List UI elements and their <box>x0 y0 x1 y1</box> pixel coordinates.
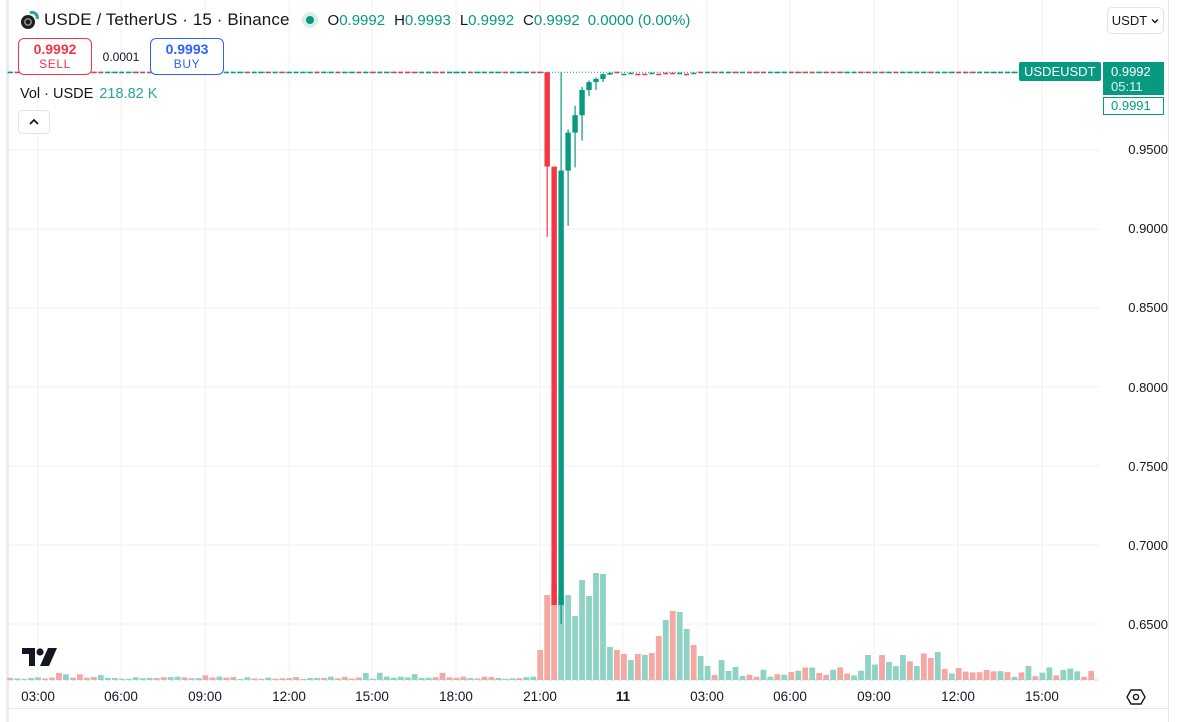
sell-price: 0.9992 <box>33 41 77 57</box>
bid-price-tag: 0.9991 <box>1103 97 1164 115</box>
time-tick: 15:00 <box>1025 689 1059 704</box>
time-tick: 09:00 <box>857 689 891 704</box>
time-tick: 03:00 <box>21 689 55 704</box>
chevron-up-icon <box>29 118 39 125</box>
buy-price: 0.9993 <box>165 41 209 57</box>
collapse-legend-button[interactable] <box>18 110 50 134</box>
time-tick: 12:00 <box>272 689 306 704</box>
currency-select[interactable]: USDT <box>1107 7 1164 34</box>
price-tick: 0.7500 <box>1128 459 1168 474</box>
chart-settings-button[interactable] <box>1126 688 1146 711</box>
sell-button[interactable]: 0.9992 SELL <box>18 38 92 75</box>
ohlc-values: O 0.9992 H 0.9993 L 0.9992 C 0.9992 0.0000 (… <box>328 12 691 29</box>
close-value: 0.9992 <box>533 11 580 29</box>
time-tick: 03:00 <box>690 689 724 704</box>
price-tick: 0.9000 <box>1128 221 1168 236</box>
time-tick: 15:00 <box>355 689 389 704</box>
price-tick: 0.9500 <box>1128 142 1168 157</box>
volume-legend: Vol · USDE 218.82 K <box>20 86 157 102</box>
time-tick-day: 11 <box>615 689 631 704</box>
buy-label: BUY <box>173 57 201 71</box>
low-value: 0.9992 <box>468 11 515 29</box>
trade-buttons: 0.9992 SELL 0.0001 0.9993 BUY <box>18 38 224 75</box>
left-border <box>6 0 9 722</box>
change-value: 0.0000 (0.00%) <box>587 11 691 29</box>
buy-button[interactable]: 0.9993 BUY <box>150 38 224 75</box>
bar-countdown: 05:11 <box>1111 79 1143 94</box>
price-tick: 0.8500 <box>1128 300 1168 315</box>
symbol-title[interactable]: USDE / TetherUS · 15 · Binance <box>44 10 290 29</box>
time-axis-border <box>9 708 1168 709</box>
time-tick: 06:00 <box>104 689 138 704</box>
tradingview-logo[interactable] <box>22 648 58 671</box>
time-tick: 12:00 <box>941 689 975 704</box>
price-axis-border <box>1168 0 1169 722</box>
close-key: C <box>523 11 534 29</box>
price-tick: 0.6500 <box>1128 617 1168 632</box>
currency-value: USDT <box>1111 13 1148 28</box>
last-price-tag: 0.9992 05:11 <box>1103 62 1164 95</box>
high-value: 0.9993 <box>404 11 451 29</box>
time-tick: 06:00 <box>773 689 807 704</box>
live-dot-icon <box>301 12 318 28</box>
last-price: 0.9992 <box>1111 64 1151 79</box>
symbol-price-tag: USDEUSDT <box>1019 62 1101 81</box>
low-key: L <box>459 11 469 29</box>
chevron-down-icon <box>1151 18 1159 23</box>
volume-value: 218.82 K <box>99 86 158 102</box>
open-value: 0.9992 <box>339 11 386 29</box>
time-tick: 09:00 <box>188 689 222 704</box>
time-tick: 18:00 <box>439 689 473 704</box>
time-tick: 21:00 <box>523 689 557 704</box>
high-key: H <box>394 11 405 29</box>
volume-label: Vol · USDE <box>20 86 94 102</box>
usde-coin-icon <box>20 10 40 30</box>
symbol-legend: USDE / TetherUS · 15 · Binance O 0.9992 H… <box>20 9 690 31</box>
spread-value: 0.0001 <box>102 49 140 64</box>
open-key: O <box>327 11 340 29</box>
settings-hexagon-icon <box>1126 689 1146 705</box>
price-tick: 0.7000 <box>1128 538 1168 553</box>
sell-label: SELL <box>39 57 71 71</box>
price-tick: 0.8000 <box>1128 380 1168 395</box>
